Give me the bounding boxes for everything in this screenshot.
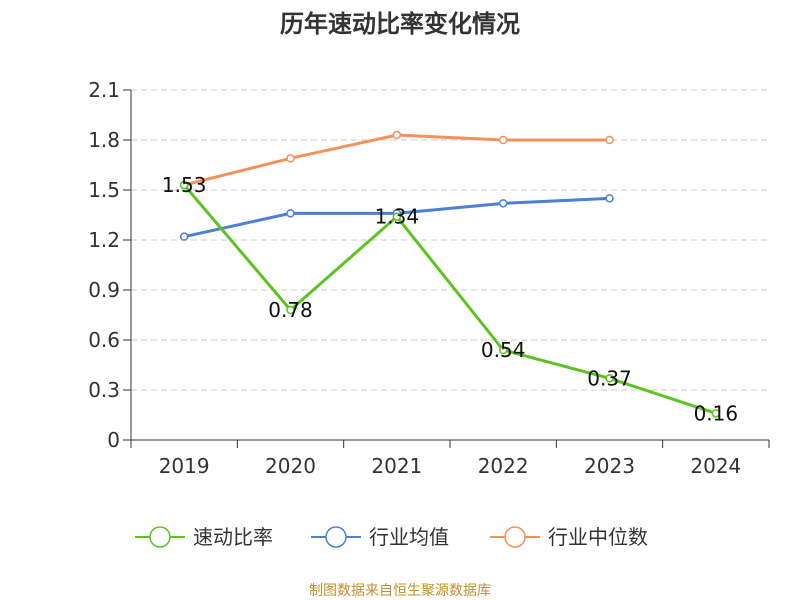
y-tick-label: 0.9	[88, 278, 120, 302]
data-point	[605, 135, 614, 145]
series-line	[183, 184, 717, 415]
data-point	[392, 130, 402, 140]
data-point	[286, 305, 295, 315]
legend-marker	[504, 526, 526, 548]
data-label: 0.78	[268, 298, 313, 322]
x-tick-label: 2020	[265, 454, 316, 478]
y-tick-label: 0.3	[88, 378, 120, 402]
legend-label: 速动比率	[193, 525, 273, 549]
series-group	[179, 130, 721, 418]
legend-marker	[149, 526, 171, 548]
data-point	[605, 194, 614, 203]
data-point	[286, 209, 295, 218]
data-label: 0.16	[694, 401, 739, 425]
y-tick-label: 2.1	[88, 78, 120, 102]
data-label: 0.54	[481, 338, 526, 362]
grid	[131, 89, 769, 391]
x-tick-label: 2024	[690, 454, 741, 478]
source-note: 制图数据来自恒生聚源数据库	[309, 583, 491, 599]
data-label: 0.37	[587, 366, 632, 390]
x-tick-label: 2023	[584, 454, 635, 478]
legend-label: 行业中位数	[548, 525, 648, 549]
data-point	[498, 135, 508, 145]
x-tick-label: 2022	[478, 454, 529, 478]
legend-label: 行业均值	[369, 525, 449, 549]
y-tick-label: 1.5	[88, 178, 120, 202]
data-point	[498, 345, 508, 355]
y-tick-label: 1.8	[88, 128, 120, 152]
data-point	[179, 180, 189, 190]
data-label: 1.34	[375, 205, 420, 229]
y-tick-label: 1.2	[88, 228, 120, 252]
data-point	[498, 199, 508, 208]
x-tick-label: 2019	[159, 454, 210, 478]
data-labels: 1.53 0.78 1.34 0.54 0.37 0.16	[162, 173, 738, 425]
data-point	[605, 374, 614, 383]
legend-marker	[325, 526, 347, 548]
data-point	[179, 232, 189, 241]
y-tick-label: 0	[107, 428, 120, 452]
legend: 速动比率 行业均值 行业中位数	[135, 525, 648, 549]
data-label: 1.53	[162, 173, 207, 197]
chart-title: 历年速动比率变化情况	[280, 10, 520, 38]
data-point	[392, 212, 402, 221]
axes: 0 0.3 0.6 0.9 1.2 1.5 1.8 2.1 2019 2020 2021 2022 20…	[88, 78, 770, 478]
x-tick-label: 2021	[371, 454, 422, 478]
series-line	[183, 133, 610, 187]
y-tick-label: 0.6	[88, 328, 120, 352]
data-point	[711, 409, 721, 418]
data-point	[286, 154, 295, 163]
